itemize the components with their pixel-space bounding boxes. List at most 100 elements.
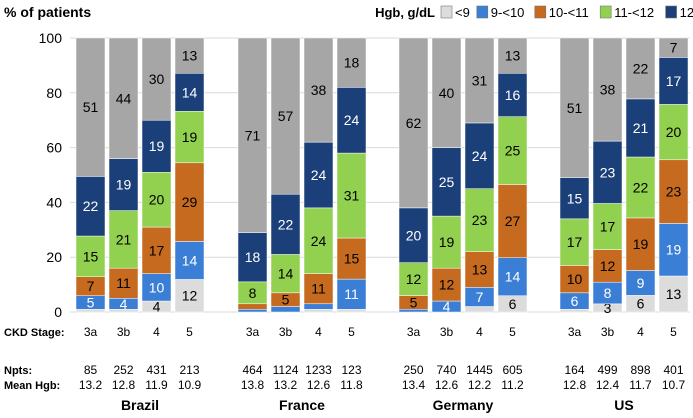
bar-segment (270, 37, 301, 195)
mean-hgb-value: 13.4 (402, 378, 426, 392)
bar-segment (625, 217, 656, 271)
mean-hgb-value: 12.4 (596, 378, 620, 392)
segment-value-label: 14 (505, 269, 521, 285)
mean-hgb-value: 12.6 (307, 378, 331, 392)
segment-value-label: 23 (472, 212, 488, 228)
segment-value-label: 13 (182, 48, 198, 64)
segment-value-label: 7 (87, 278, 95, 294)
country-label: Germany (433, 397, 494, 413)
segment-value-label: 38 (311, 82, 327, 98)
row-label-npts: Npts: (4, 365, 32, 377)
stage-label: 4 (315, 325, 322, 339)
legend-title: Hgb, g/dL (375, 5, 435, 20)
segment-value-label: 8 (604, 285, 612, 301)
npts-value: 250 (403, 363, 423, 377)
segment-value-label: 4 (120, 296, 128, 312)
segment-value-label: 22 (83, 198, 99, 214)
bar-segment (108, 267, 139, 299)
segment-value-label: 8 (249, 285, 257, 301)
bar-segment (398, 207, 429, 263)
stage-label: 4 (153, 325, 160, 339)
segment-value-label: 23 (666, 184, 682, 200)
legend-label: 10-<11 (549, 5, 589, 20)
bar-segment (559, 37, 590, 178)
segment-value-label: 15 (344, 251, 360, 267)
segment-value-label: 18 (245, 249, 261, 265)
segment-value-label: 24 (311, 233, 327, 249)
bar-segment (464, 251, 495, 288)
segment-value-label: 19 (666, 242, 682, 258)
bar-segment (303, 303, 334, 310)
mean-hgb-value: 13.2 (79, 378, 103, 392)
segment-value-label: 13 (505, 48, 521, 64)
stage-label: 5 (186, 325, 193, 339)
bar-segment (303, 141, 334, 209)
stage-label: 3a (568, 325, 582, 339)
bar-segment (658, 223, 689, 277)
legend-swatch (440, 5, 453, 19)
bar-segment (141, 226, 172, 274)
segment-value-label: 5 (410, 294, 418, 310)
npts-value: 164 (564, 363, 584, 377)
bar-segment (303, 207, 334, 274)
segment-value-label: 15 (567, 190, 583, 206)
stage-label: 5 (670, 325, 677, 339)
bar-segment (237, 309, 268, 313)
legend-swatch (665, 5, 677, 19)
npts-value: 499 (597, 363, 617, 377)
npts-value: 85 (84, 363, 98, 377)
stage-label: 3b (279, 325, 293, 339)
legend-swatch (599, 5, 612, 19)
segment-value-label: 27 (505, 213, 521, 229)
bar-segment (658, 57, 689, 105)
segment-value-label: 25 (505, 143, 521, 159)
segment-value-label: 62 (406, 115, 422, 131)
npts-value: 1445 (466, 363, 493, 377)
bar-segment (75, 37, 106, 177)
mean-hgb-value: 11.7 (629, 378, 652, 392)
bar-segment (559, 309, 590, 313)
segment-value-label: 24 (344, 112, 360, 128)
segment-value-label: 22 (633, 60, 649, 76)
segment-value-label: 51 (567, 100, 583, 116)
bar-segment (625, 270, 656, 296)
segment-value-label: 17 (600, 219, 616, 235)
y-tick-label: 60 (46, 140, 62, 156)
segment-value-label: 12 (600, 258, 616, 274)
segment-value-label: 6 (637, 296, 645, 312)
segment-value-label: 14 (278, 266, 294, 282)
bar-segment (336, 37, 367, 88)
bar-segment (592, 37, 623, 142)
stage-label: 3a (84, 325, 98, 339)
segment-value-label: 9 (637, 275, 645, 291)
segment-value-label: 3 (604, 300, 612, 316)
segment-value-label: 12 (406, 271, 422, 287)
y-tick-label: 40 (46, 194, 62, 210)
segment-value-label: 31 (344, 188, 360, 204)
bar-segment (497, 116, 528, 185)
segment-value-label: 22 (633, 179, 649, 195)
segment-value-label: 15 (83, 248, 99, 264)
mean-hgb-value: 11.2 (501, 378, 524, 392)
bar-segment (464, 37, 495, 124)
bar-segment (431, 147, 462, 217)
bar-segment (303, 309, 334, 313)
bar-segment (431, 215, 462, 269)
bar-segment (237, 232, 268, 283)
bar-segment (658, 37, 689, 58)
mean-hgb-value: 10.7 (662, 378, 686, 392)
bar-segment (141, 172, 172, 228)
segment-value-label: 17 (567, 234, 583, 250)
segment-value-label: 30 (149, 71, 165, 87)
country-label: US (614, 397, 633, 413)
segment-value-label: 7 (670, 40, 678, 56)
stage-label: 3a (246, 325, 260, 339)
segment-value-label: 11 (344, 286, 359, 302)
bar-segment (141, 273, 172, 302)
bar-segment (270, 193, 301, 255)
segment-value-label: 19 (439, 234, 455, 250)
y-axis-ticks: 0 20 40 60 80 100 (39, 30, 63, 320)
bar-segment (174, 241, 205, 280)
segment-value-label: 16 (505, 87, 521, 103)
